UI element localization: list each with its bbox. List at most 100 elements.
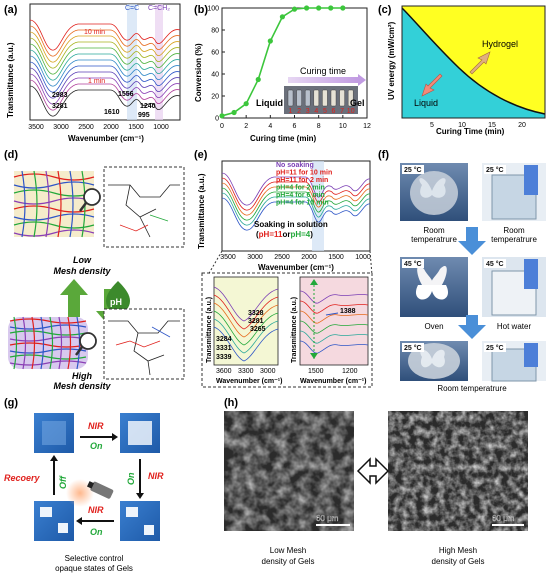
inset-left-xtick-2: 3300 (238, 368, 254, 375)
temp-tag-bg (402, 343, 424, 352)
spectrum-a-line (29, 55, 181, 87)
vial (287, 89, 294, 107)
high-mesh-network (8, 317, 88, 369)
soak-close-paren: ) (310, 230, 313, 239)
up-arrow (60, 279, 88, 317)
polymer-chain (49, 316, 54, 370)
time-bottom-label: 1 min (88, 78, 105, 85)
room-temp-bottom-label: Room temperatrure (437, 384, 507, 393)
inset-right-xlabel: Wavenumber (cm⁻¹) (300, 378, 366, 385)
legend-curing-time: Curing time (300, 66, 346, 76)
panel-b-ylabel: Conversion (%) (194, 43, 203, 102)
inset-3331: 3331 (216, 345, 232, 352)
polymer-chain (57, 170, 62, 238)
inset-left-xlabel: Wavenumber (cm⁻¹) (216, 378, 282, 385)
temp-tag-bg (402, 259, 424, 268)
molecule-structure (108, 320, 180, 376)
polymer-chain (33, 170, 38, 238)
inset-right-xtick-2: 1200 (342, 368, 358, 375)
a-xtick: 1500 (128, 124, 144, 131)
panel-a-label: (a) (4, 4, 18, 16)
conversion-point (279, 14, 286, 20)
vial-number: 1 (289, 108, 293, 115)
spectrum-a-line (29, 67, 181, 99)
polymer-chain (9, 360, 87, 366)
arrow-down-2 (458, 315, 486, 339)
e-xtick: 1500 (328, 254, 344, 261)
hot-water-label: Hot water (497, 322, 532, 331)
inset-left-xtick-1: 3600 (216, 368, 232, 375)
soak-or: or (282, 230, 290, 239)
polymer-chain (40, 316, 45, 370)
low-mesh-zoom-box (103, 166, 185, 248)
e-legend-entry: No soaking (276, 162, 314, 169)
temp-tag: 25 °C (404, 166, 422, 174)
c-xtick: 10 (458, 122, 466, 129)
e-xtick: 2500 (274, 254, 290, 261)
panel-e-ylabel: Transmittance (a.u.) (197, 173, 206, 249)
scale-bar-low: 60 μm (316, 514, 339, 523)
conversion-point (328, 5, 334, 11)
temp-tag-bg (402, 165, 424, 174)
liquid-region-label: Liquid (414, 98, 438, 108)
temp-tag: 45 °C (486, 260, 504, 268)
polymer-chain (58, 316, 63, 370)
polymer-chain (69, 170, 74, 238)
a-xtick: 2500 (78, 124, 94, 131)
h-high-label-2: density of Gels (432, 557, 485, 566)
panel-g-nir-control: (g) NIR On NIR On NIR On Off Recoery Sel… (4, 397, 164, 573)
soak-open-paren: ( (256, 230, 259, 239)
conversion-point (267, 38, 273, 44)
inset-right-line (299, 290, 369, 304)
inset-left-line (213, 310, 279, 346)
molecule-structure (115, 340, 161, 348)
peak-1556: 1556 (118, 91, 134, 98)
spectrum-e-line (221, 182, 371, 216)
c-xtick: 5 (430, 122, 434, 129)
spectrum-a-line (29, 31, 181, 63)
polymer-chain (9, 336, 87, 342)
arrow-right (112, 433, 118, 441)
b-xtick: 6 (293, 123, 297, 130)
soak-title: Soaking in solution (254, 220, 328, 229)
gel-label: Gel (350, 98, 365, 108)
g-caption-1: Selective control (65, 554, 124, 563)
b-xtick: 12 (363, 123, 371, 130)
panel-d-label: (d) (4, 149, 18, 161)
e-xtick: 3000 (247, 254, 263, 261)
arrow-left (76, 517, 82, 525)
inset-right-plot (299, 276, 369, 366)
panel-c-label: (c) (378, 4, 392, 16)
inset-right-line (299, 310, 369, 324)
polymer-chain (13, 205, 95, 213)
inset-left-line (213, 286, 279, 322)
inset-right-line (299, 340, 369, 354)
polymer-chain (9, 330, 87, 336)
on-label-bottom: On (90, 527, 103, 537)
vial (347, 89, 354, 107)
room-temp-label-right-2: temperatrure (491, 235, 537, 244)
panel-h-label: (h) (224, 397, 238, 409)
low-mesh-label-2: Mesh density (53, 266, 111, 276)
vial (339, 89, 345, 107)
inset-left-ylabel: Transmittance (a.u.) (206, 297, 213, 363)
panel-c-uv-energy-chart: (c) Hydrogel Liquid 5 10 15 20 Curing Time … (378, 4, 546, 136)
vial-number: 4 (314, 108, 318, 115)
panel-b-label: (b) (194, 4, 208, 16)
polymer-chain (13, 213, 95, 221)
e-legend-entry: pH=11 for 2 min (276, 177, 328, 184)
magnifier-icon-2 (79, 332, 97, 350)
inset-right-xtick-1: 1500 (308, 368, 324, 375)
spectrum-a-line (29, 61, 181, 93)
time-top-label: 10 min (84, 29, 105, 36)
h-low-label-2: density of Gels (262, 557, 315, 566)
nir-label-right: NIR (148, 471, 164, 481)
magnifier-icon (83, 188, 101, 206)
peak-1610: 1610 (104, 109, 120, 116)
spectrum-a-line (29, 85, 181, 117)
room-temp-label-left-1: Room (423, 226, 445, 235)
a-xtick: 3000 (53, 124, 69, 131)
b-ytick: 60 (211, 50, 219, 57)
b-xtick: 0 (220, 123, 224, 130)
panel-a-ftir-chart: (a) C=C C=CH₂ 10 min 1 min 2983 3281 161… (4, 3, 181, 143)
